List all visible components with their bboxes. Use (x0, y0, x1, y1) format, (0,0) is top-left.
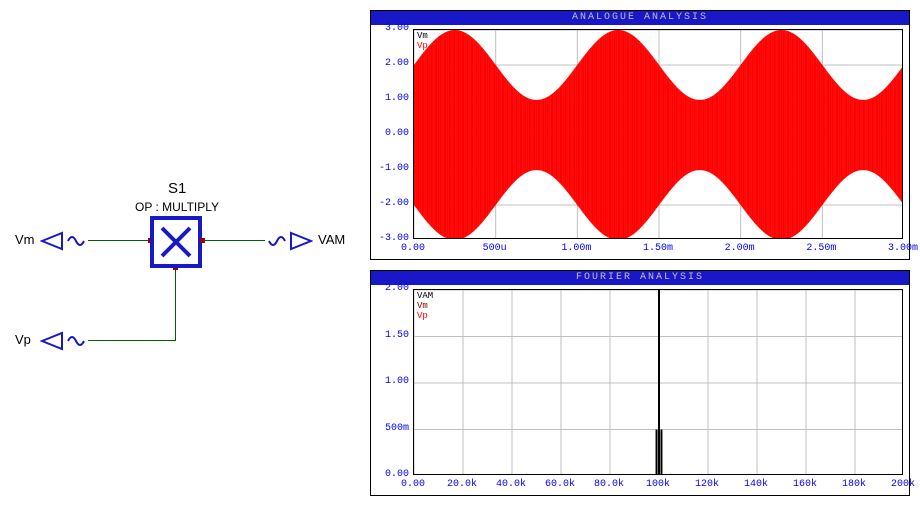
chart2-title: FOURIER ANALYSIS (371, 271, 909, 285)
analogue-chart: ANALOGUE ANALYSIS 3.002.001.000.00-1.00-… (370, 10, 910, 260)
chart1-plot (413, 29, 903, 239)
block-op: OP : MULTIPLY (135, 200, 219, 214)
wire-vm (88, 240, 150, 241)
wire-vam (203, 240, 265, 241)
source-vm-icon (40, 230, 88, 252)
output-probe-icon (265, 230, 313, 252)
wire-vp-v (175, 268, 176, 341)
chart1-title: ANALOGUE ANALYSIS (371, 11, 909, 25)
port-vp-label: Vp (15, 332, 31, 347)
wire-vp-h (88, 340, 176, 341)
fourier-chart: FOURIER ANALYSIS 2.001.501.00500m0.000.0… (370, 270, 910, 496)
schematic-panel: S1 OP : MULTIPLY Vm Vp (0, 0, 370, 506)
source-vp-icon (40, 330, 88, 352)
port-vam-label: VAM (318, 232, 345, 247)
port-vm-label: Vm (15, 232, 35, 247)
block-name: S1 (168, 180, 186, 197)
chart2-plot (413, 289, 903, 475)
multiply-block (150, 216, 202, 268)
